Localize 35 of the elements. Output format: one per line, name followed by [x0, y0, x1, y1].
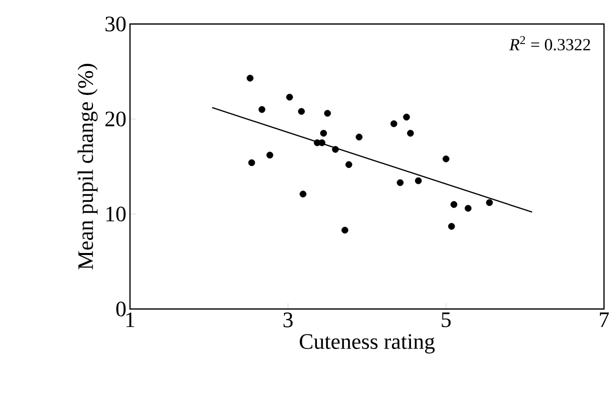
- point: [403, 114, 410, 120]
- point: [258, 106, 266, 113]
- point: [450, 201, 458, 208]
- x-tick-label: 3: [284, 312, 293, 328]
- point: [298, 108, 305, 115]
- x-axis-title: Cuteness rating: [300, 334, 435, 354]
- point: [442, 156, 450, 162]
- point: [332, 146, 339, 153]
- x-tick-label: 5: [442, 312, 451, 328]
- x-tick-label: 1: [126, 312, 134, 328]
- point: [390, 120, 398, 128]
- point: [486, 199, 493, 206]
- y-tick-label: 30: [106, 16, 126, 32]
- y-tick-label: 20: [105, 112, 126, 126]
- point: [341, 226, 348, 234]
- point: [300, 190, 306, 198]
- x-tick-label: 7: [600, 312, 609, 327]
- point: [248, 159, 256, 166]
- point: [286, 94, 293, 101]
- point: [464, 204, 472, 212]
- point: [266, 152, 274, 158]
- annotation: R$^{2}$ = 0.3322: [509, 36, 590, 50]
- point: [396, 179, 404, 186]
- point: [324, 110, 331, 117]
- point: [320, 130, 327, 137]
- y-tick-label: 0: [116, 302, 126, 316]
- point: [246, 74, 254, 82]
- point: [407, 130, 414, 137]
- y-axis-title: Mean pupil change (%): [78, 64, 98, 270]
- point: [414, 177, 422, 184]
- point: [356, 134, 362, 140]
- point: [345, 161, 352, 168]
- point: [318, 139, 326, 146]
- point: [448, 222, 455, 230]
- y-tick-label: 10: [106, 206, 126, 222]
